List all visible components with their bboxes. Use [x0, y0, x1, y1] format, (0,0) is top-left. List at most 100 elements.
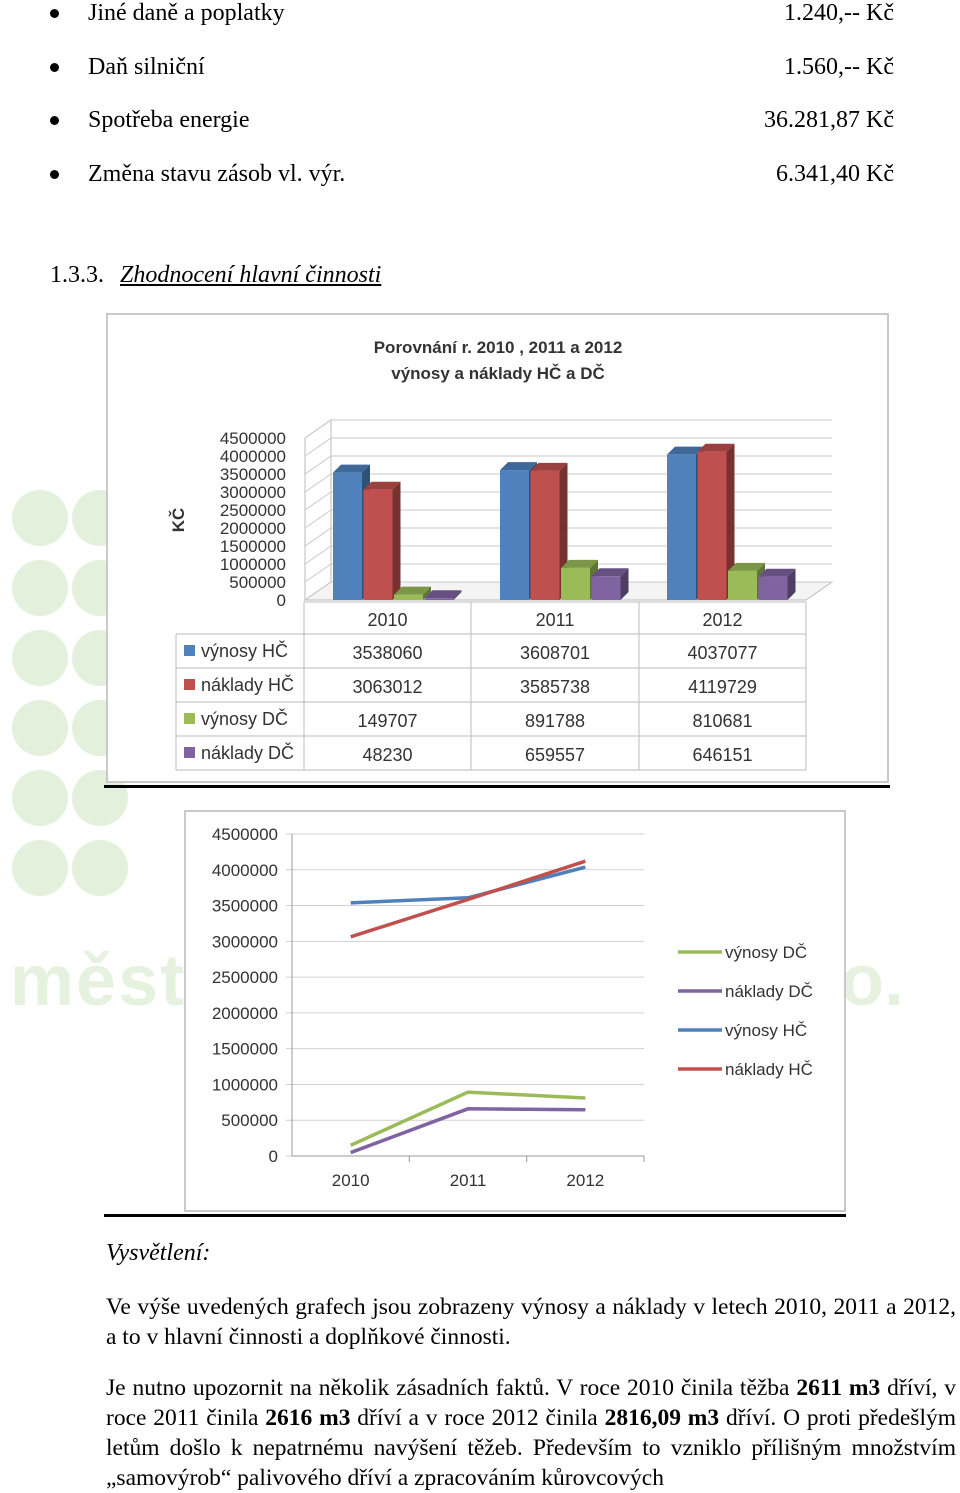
gridline: [304, 563, 832, 583]
explanation-paragraph-2: Je nutno upozornit na několik zásadních …: [106, 1373, 956, 1493]
bar: [728, 570, 757, 600]
series-line: [350, 1107, 586, 1155]
chart-title: Porovnání r. 2010 , 2011 a 2012: [374, 338, 623, 357]
gridline: [304, 581, 832, 601]
y-tick-label: 1500000: [220, 537, 286, 556]
y-tick-label: 3000000: [220, 483, 286, 502]
divider: [104, 785, 890, 788]
data-label: 646151: [692, 745, 752, 765]
y-tick-label: 2000000: [212, 1004, 278, 1023]
data-table: 2010 2011 2012 výnosy HČ 3538060 3608701 40370…: [175, 601, 807, 771]
list-item: Spotřeba energie 36.281,87 Kč: [50, 107, 910, 161]
cost-label: Změna stavu zásob vl. výr.: [88, 160, 346, 187]
bar-top: [333, 464, 370, 473]
bar-top: [758, 568, 796, 577]
y-tick-label: 0: [269, 1147, 278, 1166]
explanation-paragraph-1: Ve výše uvedených grafech jsou zobrazeny…: [106, 1294, 956, 1350]
y-tick-label: 500000: [221, 1111, 278, 1130]
y-tick-label: 2000000: [220, 519, 286, 538]
y-tick-label: 2500000: [212, 968, 278, 987]
legend-swatch: [184, 679, 195, 690]
y-tick-label: 3000000: [212, 932, 278, 951]
cost-value: 1.240,-- Kč: [784, 0, 894, 26]
text-run: Je nutno upozornit na několik zásadních …: [106, 1375, 797, 1401]
y-tick-label: 1000000: [212, 1075, 278, 1094]
cost-value: 1.560,-- Kč: [784, 53, 894, 80]
bar: [394, 594, 423, 600]
bar: [363, 489, 393, 600]
gridline: [304, 491, 832, 511]
list-item: Změna stavu zásob vl. výr. 6.341,40 Kč: [50, 161, 910, 215]
bar: [697, 451, 727, 600]
bar-side: [620, 568, 629, 600]
gridline: [304, 437, 832, 457]
x-tick-label: 2012: [702, 610, 742, 630]
divider: [104, 1214, 846, 1217]
data-label: 149707: [357, 711, 417, 731]
watermark-text-right: o.: [840, 941, 904, 1021]
bar-side: [787, 568, 796, 600]
bar: [500, 470, 529, 600]
legend-label: náklady HČ: [201, 674, 294, 695]
volume-2012: 2816,09 m3: [604, 1405, 720, 1431]
bar-side: [726, 443, 735, 600]
data-label: 48230: [362, 745, 412, 765]
x-tick-label: 2012: [566, 1171, 604, 1190]
legend-label: výnosy HČ: [725, 1021, 807, 1040]
volume-2010: 2611 m3: [796, 1375, 881, 1401]
bar: [424, 598, 454, 600]
cost-label: Jiné daně a poplatky: [88, 0, 285, 26]
bar-side: [423, 586, 431, 600]
data-label: 3608701: [520, 643, 590, 663]
x-tick-label: 2011: [536, 610, 575, 630]
bullet-icon: [50, 62, 59, 72]
data-label: 659557: [525, 745, 585, 765]
legend-label: náklady DČ: [201, 742, 294, 763]
x-tick-label: 2011: [450, 1171, 487, 1190]
legend-label: náklady DČ: [725, 982, 813, 1001]
gridline: [304, 545, 832, 565]
data-label: 4037077: [687, 643, 757, 663]
data-label: 810681: [692, 711, 752, 731]
bar-top: [363, 481, 401, 490]
data-label: 3585738: [520, 677, 590, 697]
text-run: dříví, v roce 2011 činila: [106, 1375, 957, 1431]
bar-top: [561, 559, 598, 568]
y-tick-label: 4500000: [212, 825, 278, 844]
series-line: [350, 859, 586, 939]
text-run: dříví. O proti předešlým letům došlo k n…: [106, 1405, 956, 1491]
y-tick-label: 3500000: [220, 465, 286, 484]
data-label: 3063012: [352, 677, 422, 697]
gridline: [304, 527, 832, 547]
cost-value: 6.341,40 Kč: [776, 160, 894, 187]
y-tick-label: 4500000: [220, 429, 286, 448]
explanation-heading: Vysvětlení:: [106, 1240, 211, 1266]
y-tick-label: 4000000: [220, 447, 286, 466]
bar-side: [453, 590, 462, 600]
series-line: [349, 1090, 586, 1147]
y-tick-label: 4000000: [212, 861, 278, 880]
bar-top: [667, 446, 704, 455]
bar: [530, 470, 560, 600]
bar-top: [394, 586, 431, 595]
legend-swatch: [184, 747, 195, 758]
bullet-icon: [50, 169, 59, 179]
cost-label: Daň silniční: [88, 53, 205, 80]
section-heading: 1.3.3. Zhodnocení hlavní činnosti: [50, 262, 381, 289]
bar: [667, 454, 696, 600]
bullet-icon: [50, 9, 59, 18]
legend-label: náklady HČ: [725, 1060, 813, 1079]
gridline: [304, 419, 832, 439]
bar: [591, 576, 621, 600]
list-item: Jiné daně a poplatky 1.240,-- Kč: [50, 0, 910, 54]
volume-2011: 2616 m3: [265, 1405, 351, 1431]
cost-label: Spotřeba energie: [88, 107, 250, 133]
bar-top: [424, 590, 462, 599]
bar-chart-svg: Porovnání r. 2010 , 2011 a 2012 výnosy a …: [169, 338, 834, 771]
gridline: [304, 455, 832, 475]
bar: [333, 472, 362, 600]
bar-top: [530, 462, 568, 471]
y-tick-label: 1500000: [212, 1040, 278, 1059]
section-title: Zhodnocení hlavní činnosti: [120, 262, 382, 288]
y-tick-label: 0: [277, 591, 286, 610]
